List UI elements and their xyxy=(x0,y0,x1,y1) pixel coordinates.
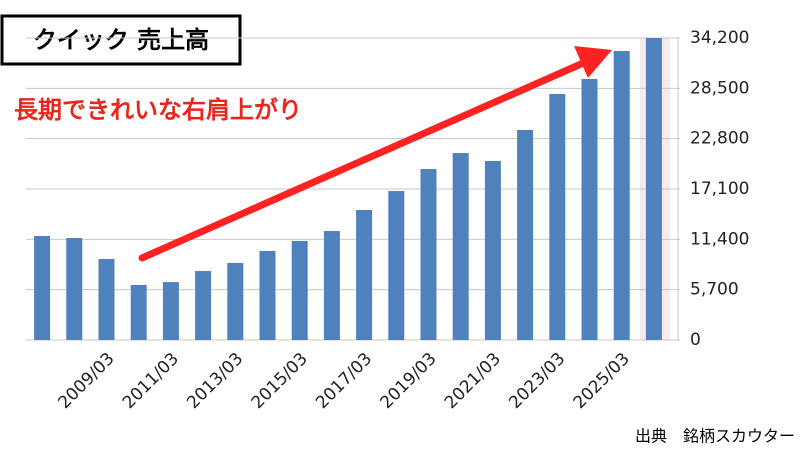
bar xyxy=(162,282,179,340)
annotation: 長期できれいな右肩上がり xyxy=(14,96,302,124)
bar xyxy=(420,169,437,340)
bar xyxy=(34,235,51,340)
y-tick-label: 17,100 xyxy=(690,179,749,199)
bar xyxy=(356,210,373,340)
bar xyxy=(323,231,340,340)
bar xyxy=(517,130,534,340)
bar xyxy=(645,38,662,340)
x-tick-label: 2021/03 xyxy=(441,349,505,413)
x-tick-label: 2025/03 xyxy=(570,349,634,413)
chart-title: クイック 売上高 xyxy=(33,26,209,54)
bar xyxy=(452,153,469,340)
bar xyxy=(259,250,276,340)
bar xyxy=(549,93,566,340)
bar xyxy=(613,50,630,340)
x-tick-label: 2017/03 xyxy=(312,349,376,413)
bar xyxy=(227,262,244,340)
y-tick-label: 5,700 xyxy=(690,280,739,300)
trend-arrow xyxy=(138,46,612,262)
plot-area: 0 5,700 11,400 17,100 22,800 28,500 34,200 2009… xyxy=(26,28,749,413)
bar xyxy=(195,271,212,340)
y-tick-label: 34,200 xyxy=(690,28,749,48)
x-tick-label: 2019/03 xyxy=(376,349,440,413)
y-tick-label: 28,500 xyxy=(690,78,749,98)
bar xyxy=(484,161,501,340)
bar xyxy=(581,78,598,341)
x-tick-label: 2023/03 xyxy=(505,349,569,413)
bar xyxy=(130,284,147,340)
x-tick-label: 2011/03 xyxy=(119,349,183,413)
y-tick-label: 22,800 xyxy=(690,129,749,149)
y-tick-label: 0 xyxy=(690,330,701,350)
bar xyxy=(66,238,83,340)
y-tick-label: 11,400 xyxy=(690,229,749,249)
x-tick-label: 2015/03 xyxy=(248,349,312,413)
x-tick-label: 2009/03 xyxy=(54,349,118,413)
bar xyxy=(291,241,308,340)
source: 出典 銘柄スカウター xyxy=(635,427,795,446)
bar xyxy=(388,191,405,340)
x-tick-label: 2013/03 xyxy=(183,349,247,413)
title-box xyxy=(0,14,242,66)
bar xyxy=(98,259,115,340)
